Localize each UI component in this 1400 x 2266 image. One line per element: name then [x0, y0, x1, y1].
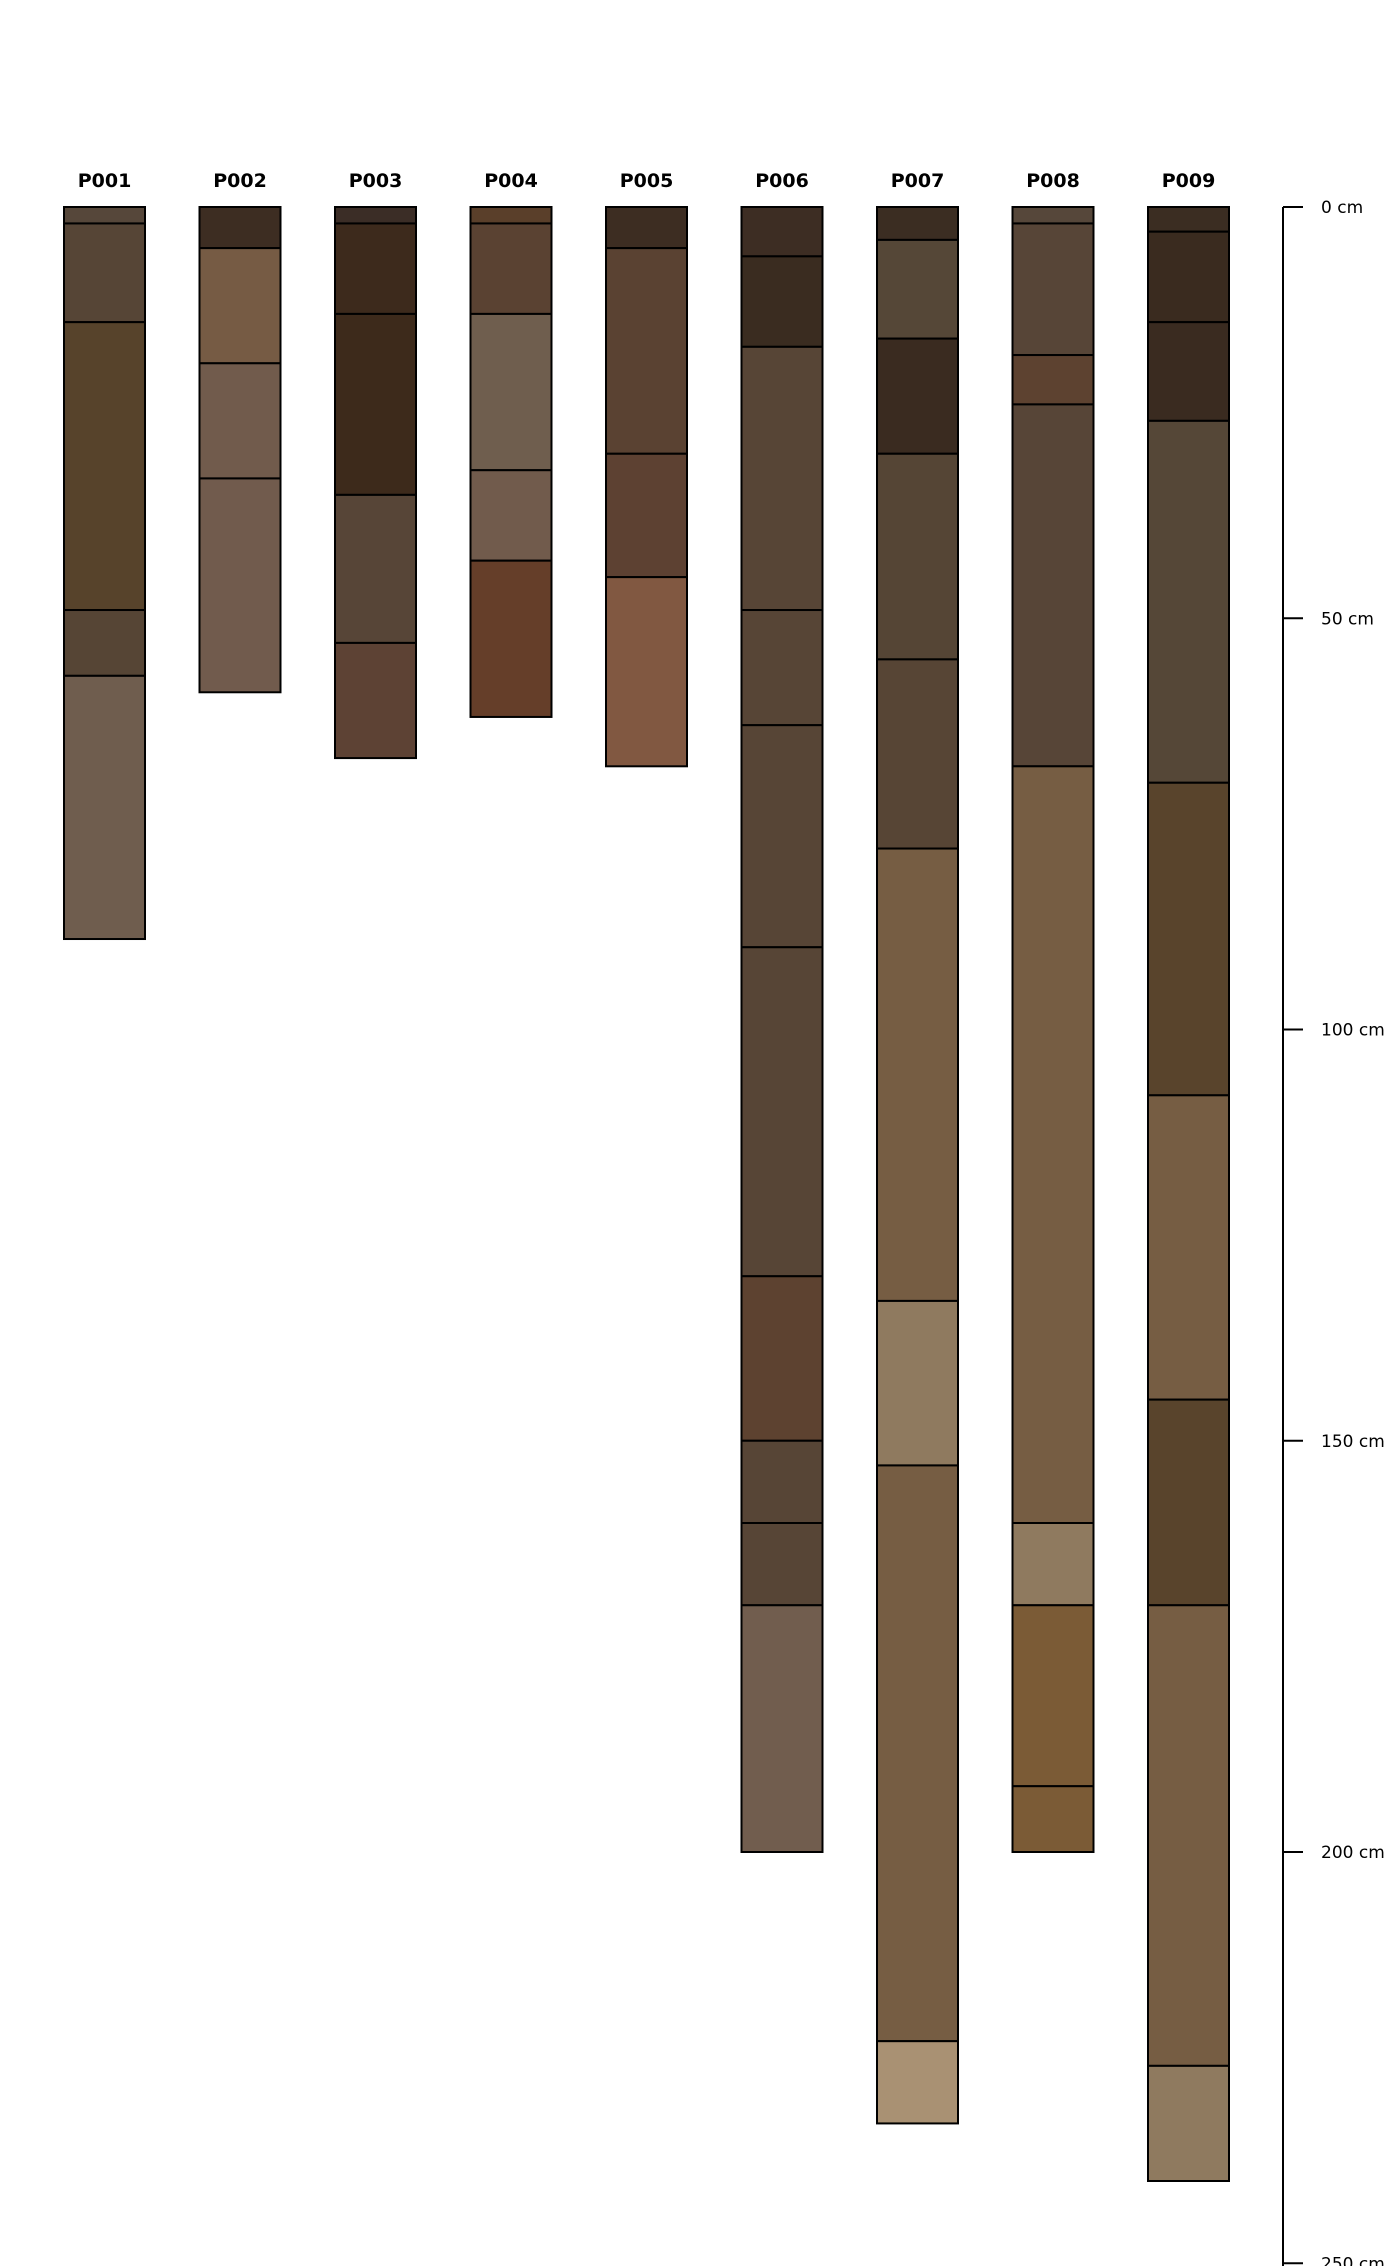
horizon-p007-1 [876, 206, 959, 241]
profile-label: P008 [1026, 170, 1080, 192]
horizon-p007-5 [876, 658, 959, 850]
profile-label: P001 [78, 170, 132, 192]
soil-profile-p006: P006 [740, 170, 824, 1853]
horizon-p008-5 [1011, 765, 1095, 1524]
profile-label: P006 [755, 170, 809, 192]
horizon-p001-5 [63, 674, 146, 941]
depth-tick-label: 0 cm [1321, 198, 1363, 218]
soil-profile-p007: P007 [876, 170, 959, 2125]
horizon-p005-3 [605, 452, 688, 579]
horizon-p004-3 [469, 312, 553, 472]
depth-tick-label: 100 cm [1321, 1021, 1385, 1041]
horizon-p007-2 [876, 238, 959, 340]
soil-profile-p001: P001 [63, 170, 146, 941]
depth-tick-label: 50 cm [1321, 609, 1374, 629]
horizon-p008-1 [1011, 206, 1095, 225]
depth-axis: 0 cm 50 cm 100 cm 150 cm 200 cm 250 cm [1282, 198, 1385, 2266]
horizon-p002-4 [198, 477, 282, 694]
profile-label: P002 [213, 170, 267, 192]
horizon-p006-2 [740, 255, 824, 348]
horizon-p006-1 [740, 206, 824, 258]
depth-tick-label: 150 cm [1321, 1432, 1385, 1452]
horizon-p006-9 [740, 1522, 824, 1607]
soil-profile-p002: P002 [198, 170, 282, 694]
soil-profile-p004: P004 [469, 170, 553, 718]
horizon-p003-1 [334, 206, 417, 225]
horizon-p009-1 [1147, 206, 1230, 233]
profile-label: P005 [620, 170, 674, 192]
horizon-p001-1 [63, 206, 146, 225]
profile-label: P003 [349, 170, 403, 192]
horizon-p006-6 [740, 946, 824, 1278]
horizon-p007-3 [876, 337, 959, 455]
soil-profile-p008: P008 [1011, 170, 1095, 1853]
horizon-p008-6 [1011, 1522, 1095, 1607]
horizon-p008-4 [1011, 403, 1095, 768]
horizon-p004-4 [469, 469, 553, 562]
horizon-p005-1 [605, 206, 688, 250]
horizon-p002-1 [198, 206, 282, 250]
horizon-p007-7 [876, 1299, 959, 1467]
depth-tick-label: 200 cm [1321, 1843, 1385, 1863]
horizon-p003-2 [334, 222, 417, 315]
horizon-p007-9 [876, 2040, 959, 2125]
soil-profile-p003: P003 [334, 170, 417, 760]
horizon-p001-2 [63, 222, 146, 324]
horizon-p004-2 [469, 222, 553, 315]
horizon-p002-2 [198, 247, 282, 365]
horizon-p003-3 [334, 312, 417, 496]
horizon-p007-8 [876, 1464, 959, 2043]
horizon-p009-6 [1147, 1094, 1230, 1401]
soil-profile-p009: P009 [1147, 170, 1230, 2183]
horizon-p007-6 [876, 847, 959, 1302]
horizon-p008-8 [1011, 1785, 1095, 1853]
horizon-p009-9 [1147, 2064, 1230, 2183]
profile-label: P007 [891, 170, 945, 192]
depth-tick-label: 250 cm [1321, 2254, 1385, 2266]
horizon-p006-4 [740, 609, 824, 727]
horizon-p004-5 [469, 559, 553, 718]
horizon-p006-8 [740, 1439, 824, 1524]
horizon-p002-3 [198, 362, 282, 480]
horizon-p003-5 [334, 641, 417, 760]
profile-label: P009 [1162, 170, 1216, 192]
soil-profile-p005: P005 [605, 170, 688, 768]
horizon-p008-7 [1011, 1604, 1095, 1788]
profile-label: P004 [484, 170, 538, 192]
horizon-p004-1 [469, 206, 553, 225]
horizon-p006-3 [740, 345, 824, 612]
horizon-p006-7 [740, 1275, 824, 1442]
horizon-p009-3 [1147, 321, 1230, 422]
horizon-p003-4 [334, 493, 417, 644]
horizon-p005-2 [605, 247, 688, 455]
horizon-p009-8 [1147, 1604, 1230, 2067]
horizon-p001-4 [63, 609, 146, 677]
horizon-p009-7 [1147, 1398, 1230, 1607]
horizon-p008-2 [1011, 222, 1095, 357]
horizon-p009-2 [1147, 230, 1230, 324]
horizon-p009-4 [1147, 419, 1230, 784]
horizon-p008-3 [1011, 354, 1095, 406]
horizon-p006-5 [740, 724, 824, 949]
profiles-layer: P001 P002 P003 P004 P005 P006 P007 P008 P009 [63, 170, 1230, 2183]
horizon-p005-4 [605, 576, 688, 768]
horizon-p006-10 [740, 1604, 824, 1853]
horizon-p001-3 [63, 321, 146, 612]
horizon-p009-5 [1147, 781, 1230, 1097]
horizon-p007-4 [876, 452, 959, 661]
